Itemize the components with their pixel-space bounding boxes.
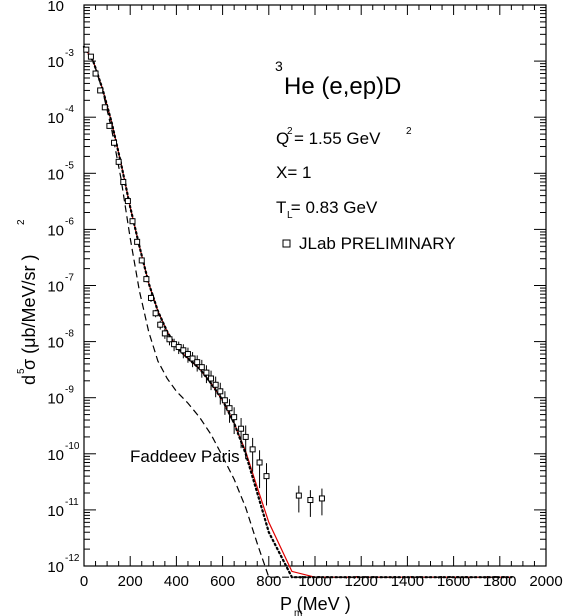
data-point — [138, 257, 145, 264]
chart-title: He (e,ep)D — [284, 73, 401, 100]
data-point — [194, 359, 201, 366]
data-point — [166, 336, 173, 343]
data-point — [157, 321, 164, 328]
data-point — [212, 381, 219, 388]
y-tick-label: 10 — [47, 0, 64, 15]
y-tick-exponent: -2 — [65, 0, 74, 3]
annotation-model: Faddeev Paris — [130, 447, 240, 466]
data-point — [307, 497, 314, 504]
x-tick-label: 1000 — [298, 573, 331, 590]
y-tick-exponent: -4 — [65, 104, 74, 115]
y-axis-title-sup2: 2 — [16, 219, 27, 225]
y-tick-label: 10 — [47, 110, 64, 127]
data-point — [203, 369, 210, 376]
annotation-q2: Q = 1.55 GeV — [276, 129, 381, 148]
legend-marker — [282, 239, 291, 248]
data-point — [87, 53, 94, 60]
annotation-tl-sub: L — [287, 210, 293, 221]
y-tick-label: 10 — [47, 166, 64, 183]
data-point — [180, 347, 187, 354]
x-axis-title-sub: m — [294, 608, 302, 616]
data-point — [134, 238, 141, 245]
data-point — [147, 294, 154, 301]
data-point — [143, 276, 150, 283]
data-point — [124, 198, 131, 205]
data-point — [120, 178, 127, 185]
data-point — [152, 310, 159, 317]
marker-layer — [83, 46, 325, 517]
data-point — [83, 46, 90, 53]
data-point — [208, 375, 215, 382]
x-axis-title: P (MeV ) — [280, 594, 351, 614]
y-tick-exponent: -6 — [65, 216, 74, 227]
x-tick-label: 1400 — [391, 573, 424, 590]
data-point — [161, 330, 168, 337]
x-tick-label: 400 — [164, 573, 189, 590]
y-tick-exponent: -8 — [65, 329, 74, 340]
data-point — [238, 425, 245, 432]
data-point — [92, 70, 99, 77]
data-point — [221, 397, 228, 404]
series-line-dashed — [83, 46, 512, 578]
annotation-q2-sup2: 2 — [406, 126, 412, 137]
y-tick-label: 10 — [47, 447, 64, 464]
y-tick-label: 10 — [47, 54, 64, 71]
annotation-x: X= 1 — [276, 163, 311, 182]
y-tick-exponent: -3 — [65, 48, 74, 59]
data-point — [263, 473, 270, 480]
data-point — [295, 492, 302, 499]
data-point — [184, 351, 191, 358]
y-tick-exponent: -12 — [65, 553, 80, 564]
y-tick-exponent: -11 — [65, 497, 79, 508]
x-tick-label: 0 — [80, 573, 88, 590]
y-tick-label: 10 — [47, 335, 64, 352]
y-tick-label: 10 — [47, 503, 64, 520]
y-tick-label: 10 — [47, 559, 64, 576]
annotation-q2-sup1: 2 — [287, 126, 293, 137]
y-tick-exponent: -5 — [65, 160, 74, 171]
data-point — [231, 414, 238, 421]
annotation-tl: T = 0.83 GeV — [276, 198, 378, 217]
x-tick-label: 600 — [210, 573, 235, 590]
data-point — [115, 158, 122, 165]
x-tick-label: 1800 — [483, 573, 516, 590]
data-point — [106, 122, 113, 129]
y-tick-label: 10 — [47, 279, 64, 296]
y-tick-exponent: -10 — [65, 441, 80, 452]
data-point — [129, 218, 136, 225]
data-point — [111, 139, 118, 146]
data-point — [101, 104, 108, 111]
data-point — [217, 388, 224, 395]
y-tick-label: 10 — [47, 391, 64, 408]
x-tick-label: 800 — [256, 573, 281, 590]
data-point — [175, 344, 182, 351]
x-tick-label: 2000 — [529, 573, 562, 590]
y-axis-title-sup1: 5 — [16, 368, 27, 374]
legend-label: JLab PRELIMINARY — [299, 234, 456, 253]
title-sup: 3 — [275, 58, 283, 74]
x-tick-label: 1600 — [437, 573, 470, 590]
y-ticks: 10-210-310-410-510-610-710-810-910-1010-… — [47, 0, 546, 576]
y-tick-exponent: -7 — [65, 273, 74, 284]
data-point — [318, 495, 325, 502]
data-point — [189, 355, 196, 362]
y-tick-exponent: -9 — [65, 385, 74, 396]
data-point — [242, 433, 249, 440]
x-tick-label: 1200 — [345, 573, 378, 590]
x-tick-label: 200 — [118, 573, 143, 590]
data-point — [249, 446, 256, 453]
data-point — [198, 364, 205, 371]
y-tick-label: 10 — [47, 222, 64, 239]
y-axis-title: d σ (μb/MeV/sr ) — [19, 255, 39, 386]
data-point — [97, 87, 104, 94]
data-point — [226, 405, 233, 412]
data-point — [256, 459, 263, 466]
